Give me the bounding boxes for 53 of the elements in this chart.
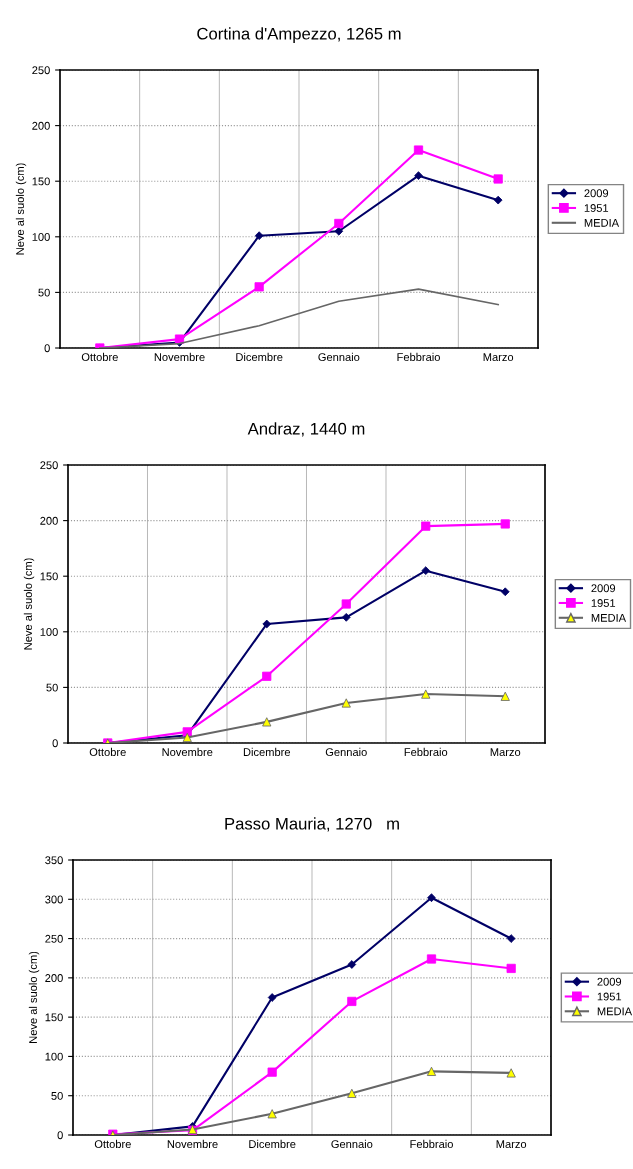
y-tick-label: 250: [32, 66, 50, 75]
chart-title: Passo Mauria, 1270 m: [225, 817, 399, 832]
legend-label: 2009: [597, 977, 622, 986]
x-tick-label: Gennaio: [331, 1139, 373, 1149]
y-tick-label: 0: [57, 1131, 63, 1140]
y-tick-label: 200: [40, 516, 58, 525]
y-tick-label: 200: [32, 121, 50, 130]
y-tick-label: 250: [45, 934, 63, 943]
y-tick-label: 50: [46, 683, 58, 692]
x-tick-label: Gennaio: [318, 352, 360, 362]
x-tick-label: Marzo: [490, 748, 521, 757]
x-tick-label: Febbraio: [410, 1139, 453, 1149]
x-tick-label: Ottobre: [94, 1139, 131, 1149]
x-tick-label: Novembre: [162, 747, 213, 757]
y-axis-title: Neve al suolo (cm): [15, 163, 27, 255]
y-tick-label: 50: [51, 1091, 63, 1100]
x-tick-label: Marzo: [483, 353, 514, 362]
y-tick-label: 50: [38, 288, 50, 297]
x-tick-label: Ottobre: [81, 352, 118, 362]
y-tick-label: 0: [44, 344, 50, 353]
x-tick-label: Febbraio: [397, 352, 440, 362]
x-tick-label: Marzo: [496, 1140, 527, 1149]
y-tick-label: 350: [45, 856, 63, 865]
y-tick-label: 150: [45, 1013, 63, 1022]
y-tick-label: 100: [45, 1052, 63, 1061]
y-tick-label: 300: [45, 895, 63, 904]
y-tick-label: 0: [52, 739, 58, 748]
chart-title: Andraz, 1440 m: [247, 422, 365, 437]
x-tick-label: Novembre: [154, 352, 205, 362]
x-tick-label: Gennaio: [325, 747, 367, 757]
x-tick-label: Dicembre: [243, 747, 291, 757]
legend-label: 1951: [584, 204, 609, 212]
legend-label: 1951: [591, 599, 616, 607]
legend-label: 2009: [584, 189, 609, 198]
legend-label: 1951: [597, 992, 622, 1001]
legend-label: 2009: [591, 584, 616, 593]
legend-label: MEDIA: [597, 1007, 633, 1016]
legend-label: MEDIA: [591, 614, 627, 622]
x-tick-label: Novembre: [167, 1139, 218, 1149]
y-axis-title: Neve al suolo (cm): [28, 951, 40, 1043]
x-tick-label: Febbraio: [404, 747, 448, 757]
x-tick-label: Dicembre: [236, 352, 283, 362]
y-tick-label: 100: [32, 233, 50, 241]
y-tick-label: 200: [45, 974, 63, 982]
legend-label: MEDIA: [584, 219, 620, 227]
x-tick-label: Ottobre: [89, 747, 126, 757]
x-tick-label: Dicembre: [249, 1139, 296, 1149]
chart-title: Cortina d'Ampezzo, 1265 m: [197, 27, 401, 43]
y-tick-label: 100: [40, 628, 58, 636]
y-tick-label: 250: [40, 461, 58, 470]
y-tick-label: 150: [32, 177, 50, 186]
y-axis-title: Neve al suolo (cm): [23, 558, 35, 650]
y-tick-label: 150: [40, 572, 58, 581]
